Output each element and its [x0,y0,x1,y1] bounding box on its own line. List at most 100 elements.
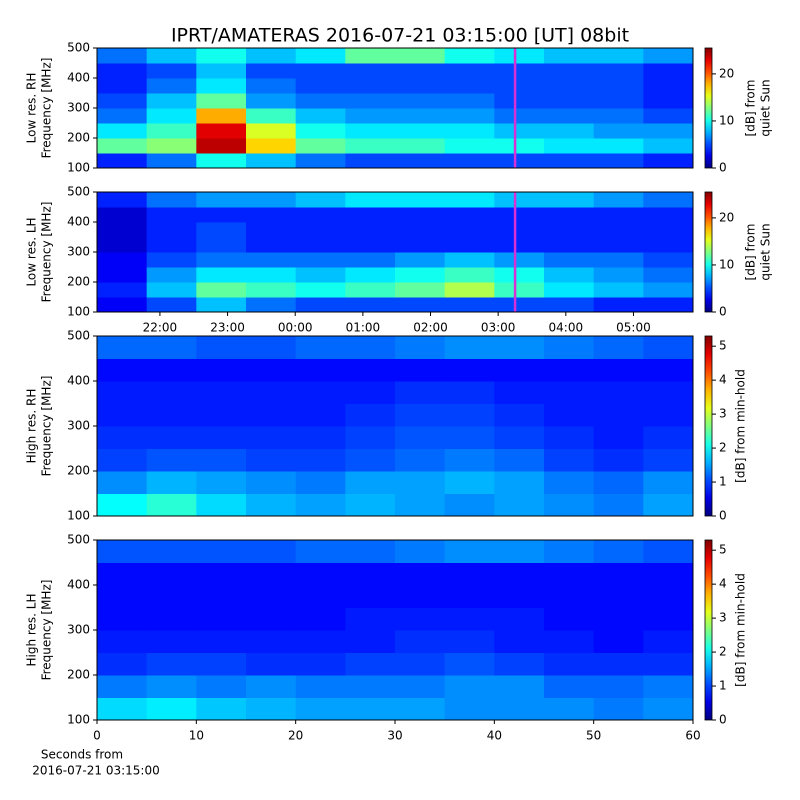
heatmap-cell [246,123,297,139]
heatmap-cell [395,493,446,517]
x-tick-label: 05:00 [616,321,651,335]
heatmap-cell [196,48,247,64]
y-axis-label: Frequency [MHz] [40,580,54,681]
colorbar [704,47,713,169]
heatmap-cell [146,697,197,721]
heatmap-cell [146,675,197,698]
heatmap-cell [544,237,595,253]
heatmap-cell [395,336,446,359]
heatmap-cell [593,540,644,563]
heatmap-cell [444,471,495,494]
heatmap-cell [494,426,545,449]
heatmap-cell [246,222,297,238]
heatmap-cell [295,63,346,79]
heatmap-cell [544,336,595,359]
heatmap-cell [395,297,446,313]
heatmap-cell [643,123,694,139]
heatmap-cell [246,540,297,563]
heatmap-cell [444,93,495,109]
heatmap-cell [97,282,148,298]
heatmap-cell [643,207,694,223]
heatmap-cell [593,493,644,517]
heatmap-cell [395,252,446,268]
heatmap-cell [295,448,346,472]
heatmap-cell [643,697,694,721]
heatmap-cell [444,562,495,586]
heatmap-cell [295,675,346,698]
heatmap-cell [146,108,197,124]
heatmap-cell [395,222,446,238]
heatmap-cell [494,381,545,404]
heatmap-cell [593,237,644,253]
heatmap-cell [444,282,495,298]
colorbar-tick-label: 0 [719,509,727,523]
heatmap-cell [345,448,396,472]
heatmap-cell [643,403,694,427]
heatmap-cell [196,381,247,404]
heatmap-cell [97,630,148,653]
heatmap-cell [97,540,148,563]
heatmap-cell [196,607,247,631]
heatmap-cell [246,630,297,653]
heatmap-cell [593,336,644,359]
colorbar-tick-label: 5 [719,339,727,353]
heatmap-cell [345,652,396,676]
heatmap-cell [97,358,148,382]
heatmap-cell [643,471,694,494]
heatmap-cell [196,426,247,449]
y-axis-label: Low res. LH [25,217,39,286]
heatmap-cell [643,297,694,313]
heatmap-cell [295,426,346,449]
heatmap-cell [246,381,297,404]
heatmap-cell [593,426,644,449]
heatmap-cell [544,562,595,586]
x-tick-label: 00:00 [278,321,313,335]
heatmap-cell [345,471,396,494]
heatmap-cell [544,540,595,563]
heatmap-cell [196,697,247,721]
y-axis-label: Frequency [MHz] [40,202,54,303]
heatmap-cell [395,93,446,109]
heatmap-cell [494,336,545,359]
heatmap-cell [345,675,396,698]
heatmap-cell [345,282,396,298]
heatmap-cell [146,426,197,449]
y-tick-label: 100 [67,305,90,319]
heatmap-cell [345,48,396,64]
heatmap-cell [444,630,495,653]
heatmap-cell [97,108,148,124]
heatmap-cell [643,48,694,64]
heatmap-cell [593,48,644,64]
heatmap-cell [593,222,644,238]
heatmap-cell [97,493,148,517]
heatmap-cell [146,123,197,139]
y-tick-label: 500 [67,329,90,343]
x-tick-label: 50 [586,729,601,743]
x-tick-label: 20 [288,729,303,743]
heatmap-cell [395,675,446,698]
heatmap-cell [544,153,595,169]
heatmap-cell [444,493,495,517]
heatmap-cell [146,381,197,404]
heatmap-cell [345,267,396,283]
heatmap-cell [544,697,595,721]
heatmap-cell [97,123,148,139]
y-tick-label: 500 [67,533,90,547]
heatmap-cell [444,448,495,472]
heatmap-cell [593,123,644,139]
heatmap-cell [97,138,148,154]
heatmap-cell [544,207,595,223]
heatmap-cell [295,108,346,124]
y-tick-label: 500 [67,41,90,55]
heatmap-cell [444,403,495,427]
colorbar-label: quiet Sun [759,223,773,280]
heatmap-cell [295,336,346,359]
heatmap-cell [544,297,595,313]
heatmap-cell [544,630,595,653]
heatmap-cell [444,607,495,631]
x-tick-label: 23:00 [210,321,245,335]
heatmap-cell [146,222,197,238]
heatmap-cell [345,192,396,208]
heatmap-cell [593,697,644,721]
heatmap-cell [196,267,247,283]
